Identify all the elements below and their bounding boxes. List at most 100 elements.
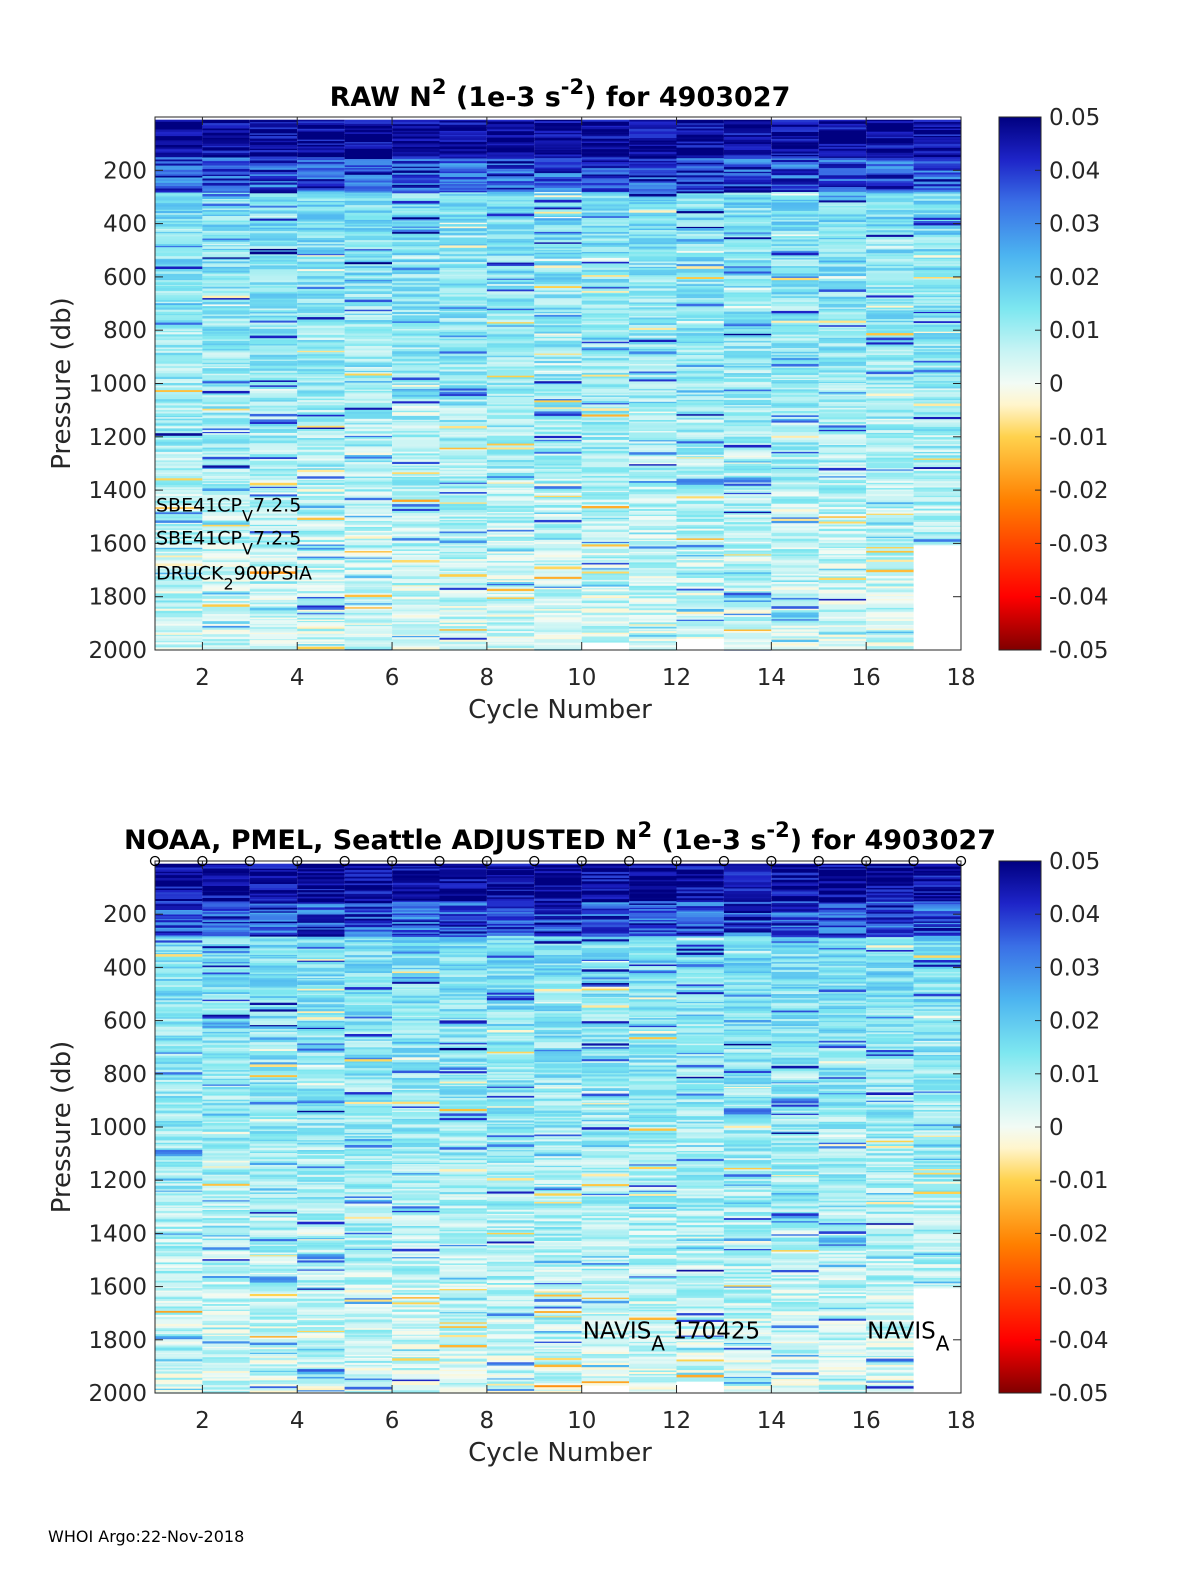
colorbar-tick-label: -0.02: [1049, 478, 1109, 504]
x-tick-label: 18: [946, 1408, 975, 1434]
x-tick-label: 16: [852, 665, 881, 691]
cycle-marker: [481, 855, 493, 867]
x-axis-label: Cycle Number: [468, 1438, 652, 1468]
cycle-column-8: [486, 119, 535, 651]
cycle-column-7: [439, 863, 487, 1394]
cycle-column-6: [392, 119, 440, 651]
colorbar-tick-label: -0.01: [1049, 425, 1109, 451]
x-tick-label: 4: [290, 1408, 305, 1434]
cycle-marker: [766, 855, 777, 867]
colorbar-tick-label: -0.04: [1049, 585, 1109, 611]
y-tick-label: 2000: [88, 1381, 147, 1407]
y-tick-label: 1600: [88, 1275, 147, 1301]
y-tick-label: 1400: [88, 1221, 147, 1247]
cycle-column-5: [344, 119, 392, 651]
cycle-marker: [149, 855, 161, 867]
cycle-column-16: [866, 863, 914, 1394]
colorbar-tick-label: -0.05: [1049, 1381, 1109, 1407]
cycle-marker: [718, 855, 730, 867]
cycle-column-10: [581, 863, 630, 1386]
adjusted-n2-panel: 2 4 6 8 10 12 14 16 18 200 400 600 800 1000 1200 1400 16…: [47, 818, 1109, 1468]
x-tick-label: 8: [480, 1408, 495, 1434]
cycle-column-3: [249, 863, 298, 1394]
cycle-column-12: [676, 119, 724, 639]
cycle-column-17: [913, 863, 961, 1289]
annotation-text: SBE41CPV7.2.5: [156, 528, 301, 559]
x-tick-label: 6: [385, 1408, 400, 1434]
colorbar-tick-label: 0.03: [1049, 955, 1100, 981]
y-tick-label: 1000: [88, 372, 147, 398]
colorbar-tick-label: -0.03: [1049, 1275, 1109, 1301]
cycle-marker: [576, 855, 587, 867]
cycle-marker: [861, 855, 872, 867]
cycle-column-15: [818, 119, 867, 651]
colorbar-tick-label: -0.04: [1049, 1328, 1109, 1354]
colorbar: 0.05 0.04 0.03 0.02 0.01 0 -0.01 -0.02 -0.03 -0.0…: [998, 105, 1109, 664]
y-tick-label: 1200: [88, 1168, 147, 1194]
annotation-text: SBE41CPV7.2.5: [156, 494, 301, 525]
cycle-marker: [908, 855, 919, 867]
x-tick-label: 18: [946, 665, 975, 691]
colorbar-tick-label: -0.03: [1049, 531, 1109, 557]
colorbar-tick-label: 0.04: [1049, 158, 1100, 184]
footer-text: WHOI Argo:22-Nov-2018: [48, 1527, 244, 1546]
cycle-column-9: [534, 119, 582, 651]
raw-n2-panel: 2 4 6 8 10 12 14 16 18 200 400 600 800 1000 1200 1400 16…: [47, 75, 1109, 725]
x-tick-label: 14: [757, 665, 786, 691]
cycle-column-11: [629, 863, 677, 1394]
x-tick-label: 14: [757, 1408, 786, 1434]
y-tick-label: 800: [103, 1062, 147, 1088]
x-tick-label: 10: [567, 1408, 596, 1434]
cycle-marker: [244, 855, 255, 867]
cycle-marker: [671, 855, 682, 867]
colorbar-tick-label: 0.01: [1049, 318, 1100, 344]
chart-title: RAW N2 (1e-3 s-2) for 4903027: [330, 75, 791, 113]
cycle-column-11: [629, 119, 677, 651]
x-tick-label: 2: [195, 1408, 210, 1434]
cycle-column-14: [771, 863, 819, 1394]
cycle-marker: [813, 855, 824, 867]
colorbar-tick-label: -0.05: [1049, 638, 1109, 664]
cycle-column-1: [155, 119, 203, 651]
colorbar-tick-label: 0.04: [1049, 902, 1100, 928]
x-tick-label: 4: [290, 665, 305, 691]
cycle-marker: [955, 855, 967, 867]
y-tick-label: 1800: [88, 1328, 147, 1354]
cycle-marker: [292, 855, 303, 867]
colorbar-tick-label: 0: [1049, 1115, 1064, 1141]
cycle-column-15: [818, 863, 867, 1394]
y-tick-label: 1400: [88, 478, 147, 504]
cycle-column-6: [392, 863, 440, 1394]
x-tick-label: 6: [385, 665, 400, 691]
y-tick-label: 1200: [88, 425, 147, 451]
cycle-column-10: [581, 119, 630, 643]
cycle-marker: [529, 855, 540, 867]
x-tick-label: 12: [662, 1408, 691, 1434]
cycle-marker: [623, 855, 635, 867]
colorbar-tick-label: 0.01: [1049, 1062, 1100, 1088]
y-tick-label: 1000: [88, 1115, 147, 1141]
cycle-marker: [339, 855, 350, 867]
cycle-column-3: [249, 119, 298, 651]
colorbar-gradient: [998, 116, 1042, 651]
cycle-column-4: [297, 863, 345, 1394]
cycle-column-8: [486, 863, 535, 1394]
y-axis-label: Pressure (db): [47, 1041, 77, 1214]
cycle-column-17: [913, 119, 961, 546]
cycle-column-4: [297, 119, 345, 651]
colorbar-tick-label: 0: [1049, 372, 1064, 398]
cycle-column-9: [534, 863, 582, 1394]
colorbar-tick-label: 0.03: [1049, 212, 1100, 238]
x-axis-label: Cycle Number: [468, 695, 652, 725]
cycle-column-7: [439, 119, 487, 651]
x-tick-label: 12: [662, 665, 691, 691]
chart-title: NOAA, PMEL, Seattle ADJUSTED N2 (1e-3 s-…: [124, 818, 996, 856]
y-tick-label: 600: [103, 1009, 147, 1035]
annotation-text: NAVISA: [867, 1318, 950, 1355]
y-tick-label: 400: [103, 955, 147, 981]
y-tick-label: 2000: [88, 638, 147, 664]
cycle-column-2: [202, 863, 250, 1394]
heatmap-cells: [155, 119, 961, 651]
colorbar-tick-label: 0.05: [1049, 105, 1100, 131]
